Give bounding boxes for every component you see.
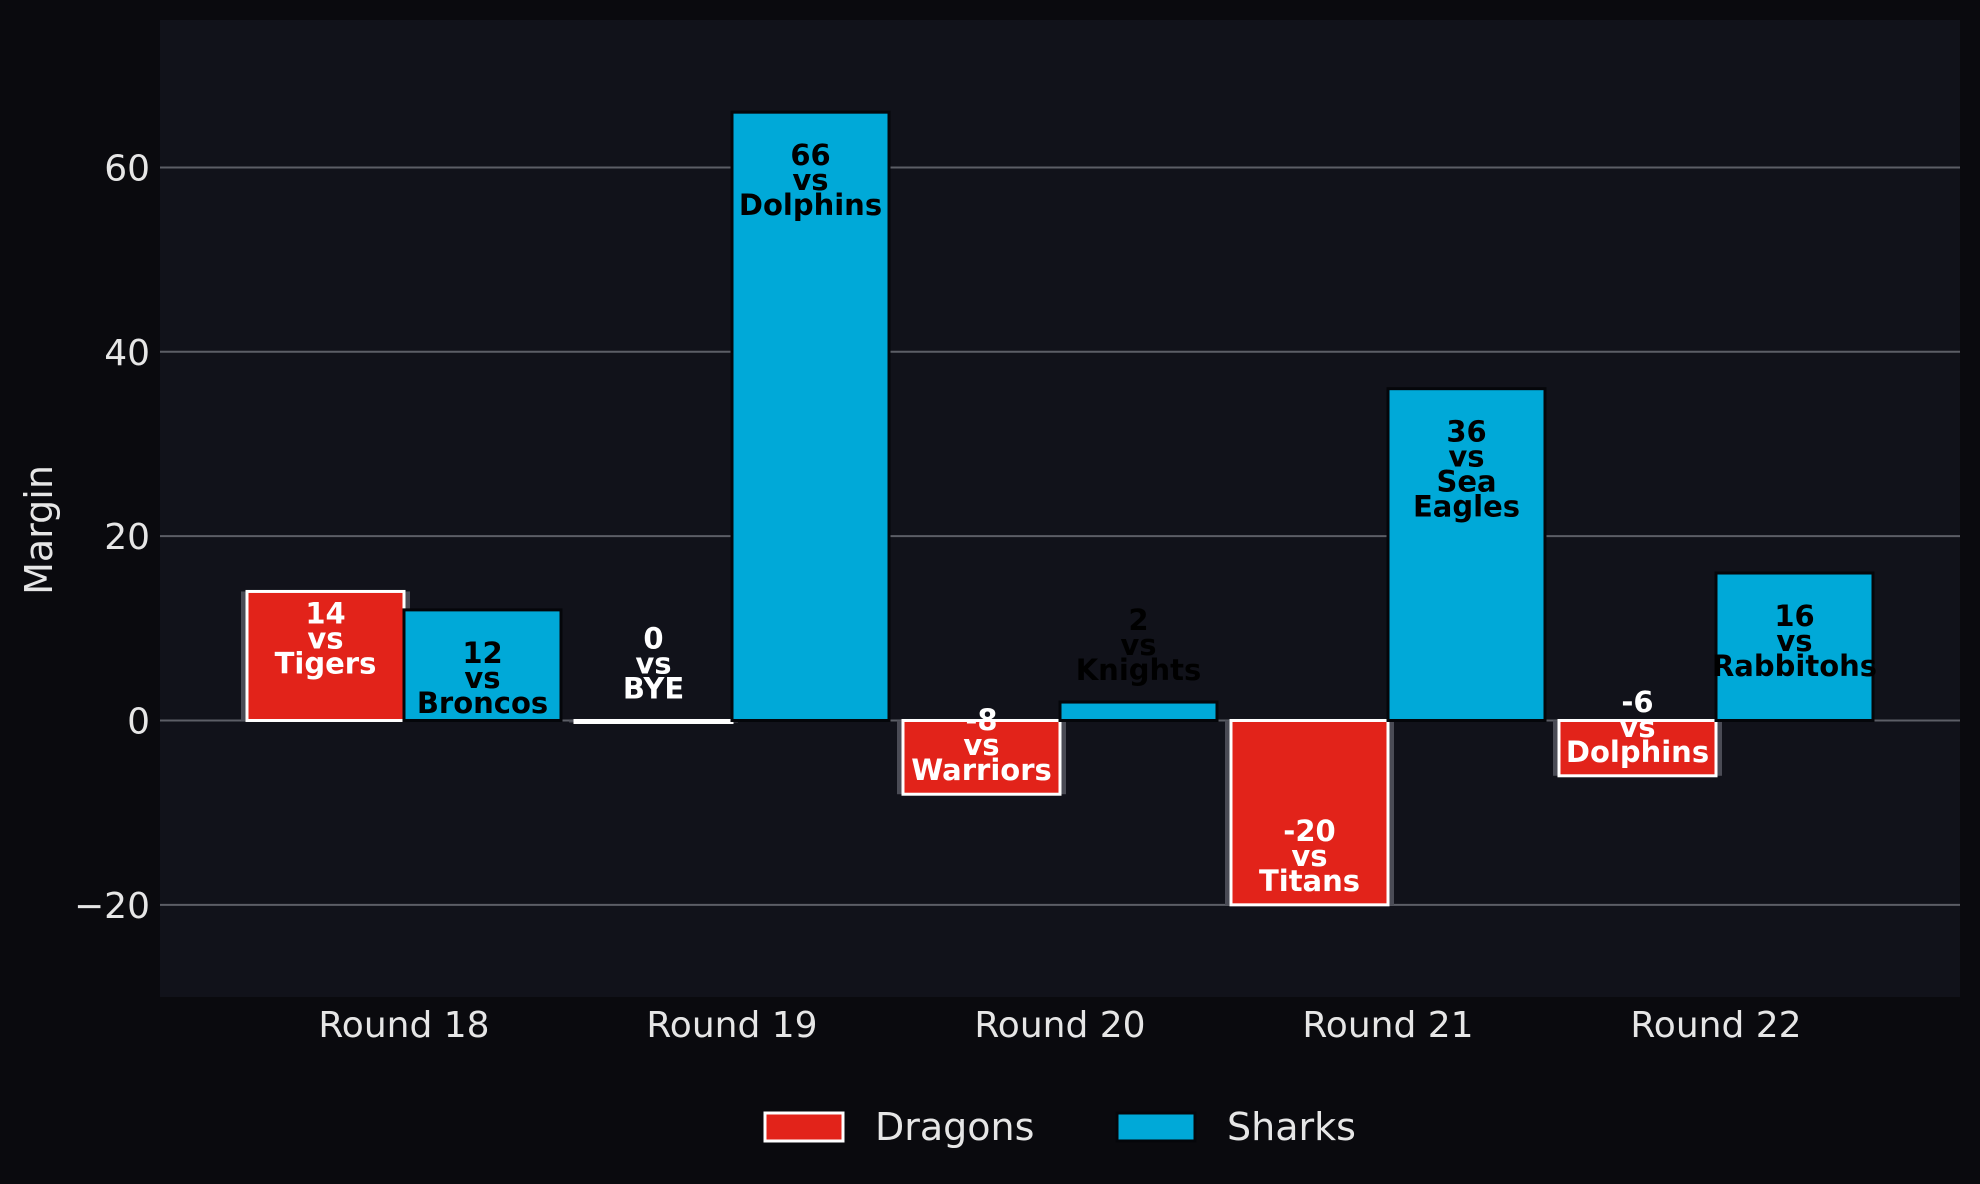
bar-label-line: Eagles	[1413, 490, 1520, 524]
bar-label-line: vs	[1619, 710, 1655, 744]
bar-label-line: vs	[1448, 440, 1484, 474]
legend-swatch-dragons	[763, 1111, 845, 1143]
bar-label-line: Warriors	[911, 753, 1052, 787]
bar-label-line: Rabbitohs	[1712, 649, 1877, 683]
x-tick-label: Round 19	[646, 1005, 817, 1046]
bar-label-line: Dolphins	[1566, 735, 1709, 769]
bar-label: -8 vs Warriors	[911, 703, 1052, 787]
bar-sharks-round-22	[1714, 571, 1875, 722]
y-tick-label: −20	[74, 886, 150, 927]
bar-sharks-round-19	[730, 110, 891, 722]
bar-label-line: 36	[1446, 415, 1486, 449]
bar-dragons-round-21	[1229, 718, 1390, 907]
bar-label: 66 vs Dolphins	[739, 138, 882, 222]
y-axis: −20 0 20 40 60	[74, 148, 150, 926]
bar-label-line: -6	[1621, 685, 1653, 719]
y-axis-label: Margin	[17, 465, 61, 595]
bar-label-line: Sea	[1436, 465, 1496, 499]
bar-label: -6 vs Dolphins	[1566, 685, 1709, 769]
bar-sharks-round-20	[1058, 700, 1219, 722]
bar-label-line: Titans	[1259, 864, 1360, 898]
bar-label-line: 0	[643, 621, 663, 655]
bar-label-line: vs	[1120, 628, 1156, 662]
y-tick-label: 20	[104, 517, 150, 558]
bar-dragons-round-19	[573, 718, 734, 724]
bar-label-line: 12	[462, 636, 502, 670]
bar-label-line: vs	[464, 661, 500, 695]
y-tick-label: 40	[104, 333, 150, 374]
bar-label-line: Broncos	[417, 686, 548, 720]
bar-label-line: vs	[1776, 624, 1812, 658]
legend: Dragons Sharks	[763, 1105, 1356, 1149]
bar-label-line: vs	[635, 646, 671, 680]
legend-swatch-sharks	[1115, 1111, 1197, 1143]
bar-label-line: Knights	[1076, 653, 1202, 687]
y-tick-label: 0	[127, 701, 150, 742]
bar-label: 0 vs BYE	[623, 621, 684, 705]
bar-label: -20 vs Titans	[1259, 814, 1360, 898]
bar-label-line: 66	[790, 138, 830, 172]
x-tick-label: Round 21	[1302, 1005, 1473, 1046]
bar-label: 16 vs Rabbitohs	[1712, 599, 1877, 683]
bar-label-line: -20	[1283, 814, 1335, 848]
bar-label-line: 16	[1774, 599, 1814, 633]
x-tick-label: Round 20	[974, 1005, 1145, 1046]
legend-label-dragons: Dragons	[875, 1105, 1034, 1149]
x-tick-label: Round 18	[318, 1005, 489, 1046]
x-tick-label: Round 22	[1630, 1005, 1801, 1046]
legend-label-sharks: Sharks	[1227, 1105, 1356, 1149]
bar-dragons-round-22	[1557, 718, 1718, 778]
plot-area	[160, 20, 1960, 997]
bar-label-line: vs	[1291, 839, 1327, 873]
bar-label-line: vs	[792, 163, 828, 197]
bar-label: 12 vs Broncos	[417, 636, 548, 720]
x-axis: Round 18 Round 19 Round 20 Round 21 Round 22	[318, 1005, 1801, 1046]
bar-label-line: Dolphins	[739, 188, 882, 222]
bar-label-line: -8	[965, 703, 997, 737]
bar-label: 2 vs Knights	[1076, 603, 1202, 687]
bar-label: 36 vs Sea Eagles	[1413, 415, 1520, 524]
bar-label: 14 vs Tigers	[275, 596, 377, 680]
bar-label-line: vs	[307, 621, 343, 655]
bar-label-line: 14	[305, 596, 345, 630]
bar-label-line: BYE	[623, 671, 684, 705]
bar-label-line: Tigers	[275, 646, 377, 680]
bar-dragons-round-20	[901, 718, 1062, 796]
bar-sharks-round-21	[1386, 387, 1547, 722]
bar-label-line: vs	[963, 728, 999, 762]
bar-label-line: 2	[1128, 603, 1148, 637]
bar-sharks-round-18	[402, 608, 563, 722]
y-tick-label: 60	[104, 148, 150, 189]
